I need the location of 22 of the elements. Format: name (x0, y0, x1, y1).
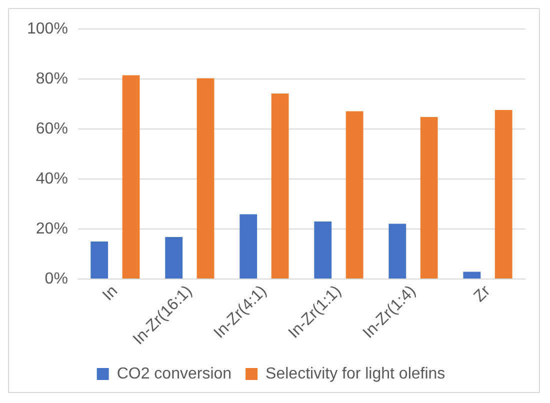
bar (463, 272, 481, 278)
y-tick-label: 60% (36, 120, 68, 138)
bar (122, 75, 140, 278)
bar (240, 214, 258, 278)
y-tick-label: 0% (44, 270, 68, 288)
bar (420, 116, 438, 278)
bar (388, 224, 406, 278)
y-tick-label: 20% (36, 220, 68, 238)
bar (271, 93, 289, 278)
x-tick-label: In (100, 282, 122, 304)
bar (314, 221, 332, 278)
y-tick-label: 80% (36, 70, 68, 88)
legend-label: CO2 conversion (116, 365, 232, 382)
bar (165, 236, 183, 278)
x-tick-label: Zr (470, 282, 494, 306)
bar (196, 78, 214, 278)
legend-label: Selectivity for light olefins (266, 365, 446, 382)
bar (346, 111, 364, 278)
y-tick-label: 40% (36, 170, 68, 188)
bar (494, 110, 512, 278)
bar (90, 241, 108, 278)
y-tick-label: 100% (27, 20, 68, 38)
